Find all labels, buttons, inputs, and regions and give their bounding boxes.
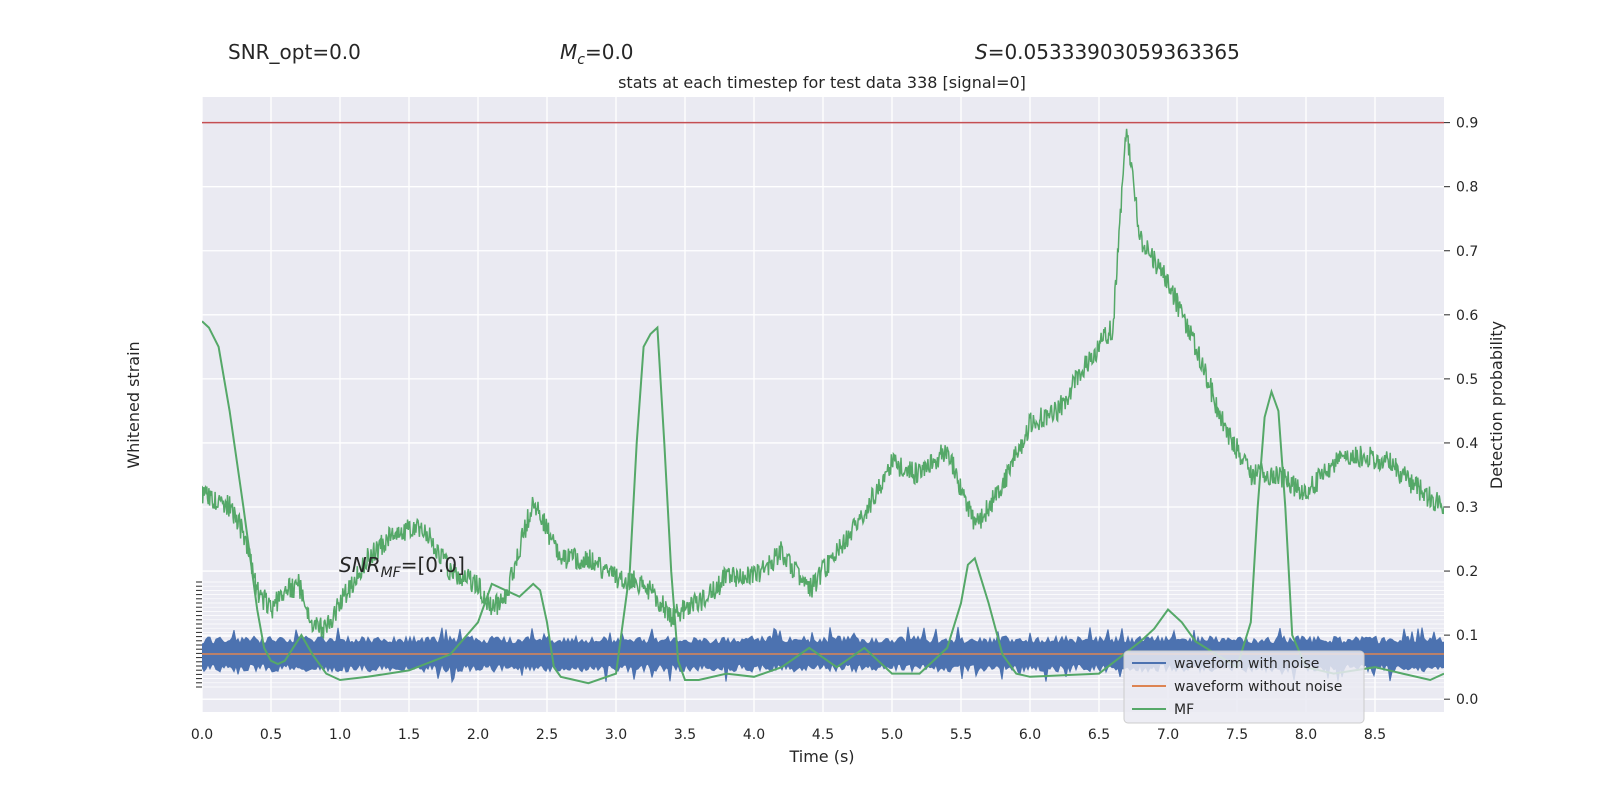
x-tick-label: 0.5 xyxy=(260,727,282,743)
x-tick-label: 1.5 xyxy=(398,727,420,743)
legend-label-mf: MF xyxy=(1174,702,1194,718)
x-tick-label: 3.0 xyxy=(605,727,627,743)
y-tick-label: 0.8 xyxy=(1456,180,1478,196)
y-tick-label: 0.0 xyxy=(1456,692,1478,708)
x-tick-label: 2.0 xyxy=(467,727,489,743)
y-tick-label: 0.9 xyxy=(1456,116,1478,132)
x-axis-label: Time (s) xyxy=(788,747,854,766)
snr-opt-text: SNR_opt=0.0 xyxy=(228,40,361,64)
x-tick-label: 4.5 xyxy=(812,727,834,743)
y-axis-left-label: Whitened strain xyxy=(124,341,143,468)
s-stat-text: S=0.05333903059363365 xyxy=(975,40,1240,64)
legend: waveform with noise waveform without noi… xyxy=(1123,650,1365,724)
x-tick-label: 6.0 xyxy=(1019,727,1041,743)
x-tick-label: 7.0 xyxy=(1157,727,1179,743)
y-axis-right: 0.0 0.1 0.2 0.3 0.4 0.5 0.6 0.7 0.8 0.9 xyxy=(1444,116,1478,708)
x-tick-label: 0.0 xyxy=(191,727,213,743)
mc-text: Mc=0.0 xyxy=(560,40,634,68)
legend-box xyxy=(1123,650,1365,724)
y-tick-label: 0.6 xyxy=(1456,308,1478,324)
y-tick-label: 0.7 xyxy=(1456,244,1478,260)
x-tick-label: 8.0 xyxy=(1295,727,1317,743)
x-tick-label: 8.5 xyxy=(1364,727,1386,743)
legend-label-clean: waveform without noise xyxy=(1174,679,1342,695)
x-tick-label: 2.5 xyxy=(536,727,558,743)
x-tick-label: 3.5 xyxy=(674,727,696,743)
snr-mf-annotation: SNRMF=[0.0] xyxy=(339,553,465,581)
series-detection-probability xyxy=(202,128,1444,639)
x-tick-label: 5.5 xyxy=(950,727,972,743)
y-tick-label: 0.3 xyxy=(1456,500,1478,516)
x-tick-label: 7.5 xyxy=(1226,727,1248,743)
x-tick-label: 6.5 xyxy=(1088,727,1110,743)
x-tick-label: 5.0 xyxy=(881,727,903,743)
y-tick-label: 0.4 xyxy=(1456,436,1478,452)
x-tick-label: 1.0 xyxy=(329,727,351,743)
x-tick-label: 4.0 xyxy=(743,727,765,743)
y-tick-label: 0.2 xyxy=(1456,564,1478,580)
y-tick-label: 0.5 xyxy=(1456,372,1478,388)
y-tick-label: 0.1 xyxy=(1456,628,1478,644)
legend-label-noise: waveform with noise xyxy=(1174,656,1319,672)
chart-title: stats at each timestep for test data 338… xyxy=(618,73,1026,92)
y-axis-right-label: Detection probability xyxy=(1487,321,1506,489)
x-axis: 0.0 0.5 1.0 1.5 2.0 2.5 3.0 3.5 4.0 4.5 5.0 5.5 6.0 6… xyxy=(191,727,1386,743)
